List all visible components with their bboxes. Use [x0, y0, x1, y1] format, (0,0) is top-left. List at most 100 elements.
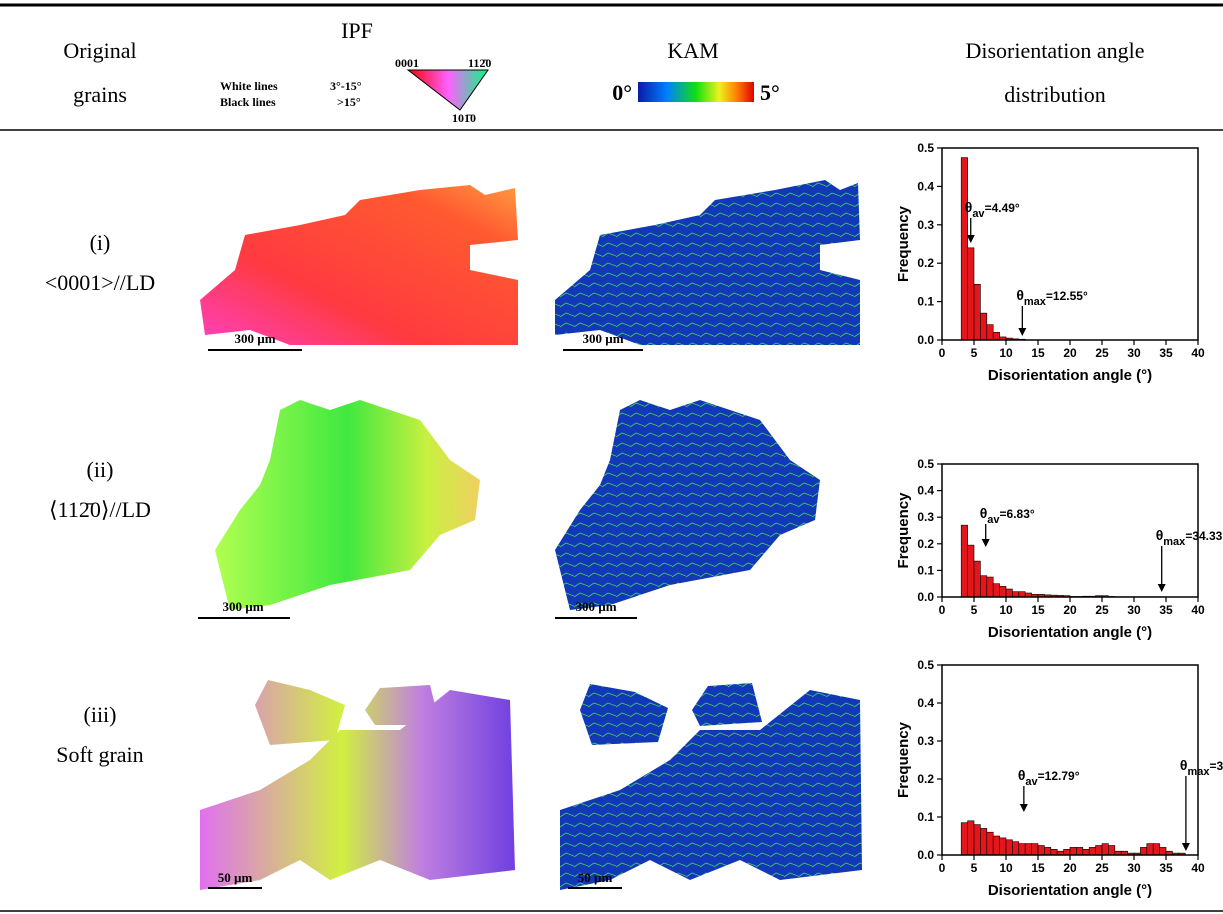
annotation-text: =6.83°: [1000, 507, 1035, 521]
x-tick-label: 20: [1063, 603, 1077, 617]
legend-range: >15°: [337, 95, 361, 109]
header-text: IPF: [341, 18, 373, 43]
x-tick-label: 40: [1191, 346, 1205, 360]
x-tick-label: 40: [1191, 603, 1205, 617]
y-axis-label: Frequency: [895, 492, 912, 569]
annotation-arrowhead: [966, 235, 975, 243]
annotation-symbol: θ: [980, 505, 988, 521]
annotation: θav=6.83°: [980, 505, 1035, 526]
x-tick-label: 35: [1159, 861, 1173, 875]
y-axis-label: Frequency: [895, 205, 912, 282]
annotation-arrowhead: [1019, 804, 1028, 812]
header-text: distribution: [1004, 82, 1105, 107]
annotation-subscript: av: [1025, 776, 1038, 788]
bar: [967, 544, 975, 598]
row-label: <0001>//LD: [45, 270, 155, 295]
scale-bar-label: 300 µm: [234, 331, 275, 346]
bar: [1044, 847, 1052, 856]
bar: [967, 247, 975, 341]
annotation-subscript: max: [1163, 536, 1186, 548]
row-label: ⟨112̄0⟩//LD: [49, 497, 151, 522]
x-tick-label: 30: [1127, 603, 1141, 617]
x-tick-label: 35: [1159, 346, 1173, 360]
y-tick-label: 0.4: [917, 484, 934, 498]
ipf-map: [215, 400, 480, 610]
y-tick-label: 0.0: [917, 333, 934, 347]
bar: [1108, 845, 1116, 856]
y-tick-label: 0.4: [917, 696, 934, 710]
bar: [960, 822, 968, 856]
annotation-arrowhead: [1181, 843, 1190, 851]
x-tick-label: 10: [999, 603, 1013, 617]
bar: [1037, 845, 1045, 856]
bar: [1063, 848, 1071, 856]
x-tick-label: 0: [939, 346, 946, 360]
bar: [980, 312, 988, 341]
header-text: grains: [73, 82, 127, 107]
header-text: Disorientation angle: [965, 38, 1144, 63]
bar: [1005, 839, 1013, 856]
annotation-text: =4.49°: [985, 201, 1020, 215]
x-tick-label: 30: [1127, 346, 1141, 360]
y-tick-label: 0.4: [917, 179, 934, 193]
annotation-arrowhead: [1157, 584, 1166, 592]
y-tick-label: 0.0: [917, 590, 934, 604]
y-tick-label: 0.5: [917, 141, 934, 155]
bar: [986, 576, 994, 598]
bar: [992, 332, 1000, 341]
bar: [1012, 591, 1020, 598]
bar: [1076, 847, 1084, 856]
row-label: (iii): [84, 702, 117, 727]
bar: [999, 837, 1007, 856]
kam-scale-label: 5°: [760, 80, 780, 105]
y-tick-label: 0.2: [917, 537, 934, 551]
annotation: θav=12.79°: [1018, 767, 1080, 788]
bar: [973, 824, 981, 856]
x-tick-label: 40: [1191, 861, 1205, 875]
annotation-text: =34.33°: [1185, 529, 1223, 543]
x-axis-label: Disorientation angle (°): [988, 882, 1152, 899]
x-tick-label: 5: [971, 346, 978, 360]
y-tick-label: 0.1: [917, 295, 934, 309]
bar: [1018, 843, 1026, 856]
x-tick-label: 15: [1031, 603, 1045, 617]
y-tick-label: 0.5: [917, 658, 934, 672]
x-tick-label: 15: [1031, 346, 1045, 360]
bar: [1031, 843, 1039, 856]
kam-colorbar: [638, 82, 754, 102]
bar: [1005, 588, 1013, 598]
x-tick-label: 15: [1031, 861, 1045, 875]
triangle-label: 101̄0: [452, 111, 476, 125]
y-tick-label: 0.1: [917, 810, 934, 824]
bar: [986, 831, 994, 856]
ipf-map: [200, 185, 518, 345]
x-tick-label: 10: [999, 861, 1013, 875]
bar: [1159, 847, 1167, 856]
y-tick-label: 0.3: [917, 510, 934, 524]
x-axis-label: Disorientation angle (°): [988, 367, 1152, 384]
kam-scale-label: 0°: [612, 80, 632, 105]
bar: [999, 586, 1007, 598]
legend-label: White lines: [220, 79, 278, 93]
scale-bar-label: 300 µm: [582, 331, 623, 346]
bar: [1152, 843, 1160, 856]
scale-bar-label: 300 µm: [222, 599, 263, 614]
legend-label: Black lines: [220, 95, 276, 109]
annotation-text: =38.11°: [1210, 759, 1223, 773]
bar: [1018, 591, 1026, 598]
bar: [980, 828, 988, 856]
kam-map: [555, 180, 860, 345]
x-tick-label: 20: [1063, 346, 1077, 360]
bar: [1101, 843, 1109, 856]
y-tick-label: 0.1: [917, 563, 934, 577]
x-tick-label: 35: [1159, 603, 1173, 617]
annotation: θav=4.49°: [965, 199, 1020, 220]
scale-bar-label: 50 µm: [218, 870, 253, 885]
kam-map: [555, 400, 820, 610]
header-text: Original: [63, 38, 136, 63]
annotation: θmax=34.33°: [1156, 527, 1223, 548]
ipf-map: [200, 680, 515, 890]
bar: [986, 324, 994, 341]
annotation-arrowhead: [1018, 328, 1027, 336]
